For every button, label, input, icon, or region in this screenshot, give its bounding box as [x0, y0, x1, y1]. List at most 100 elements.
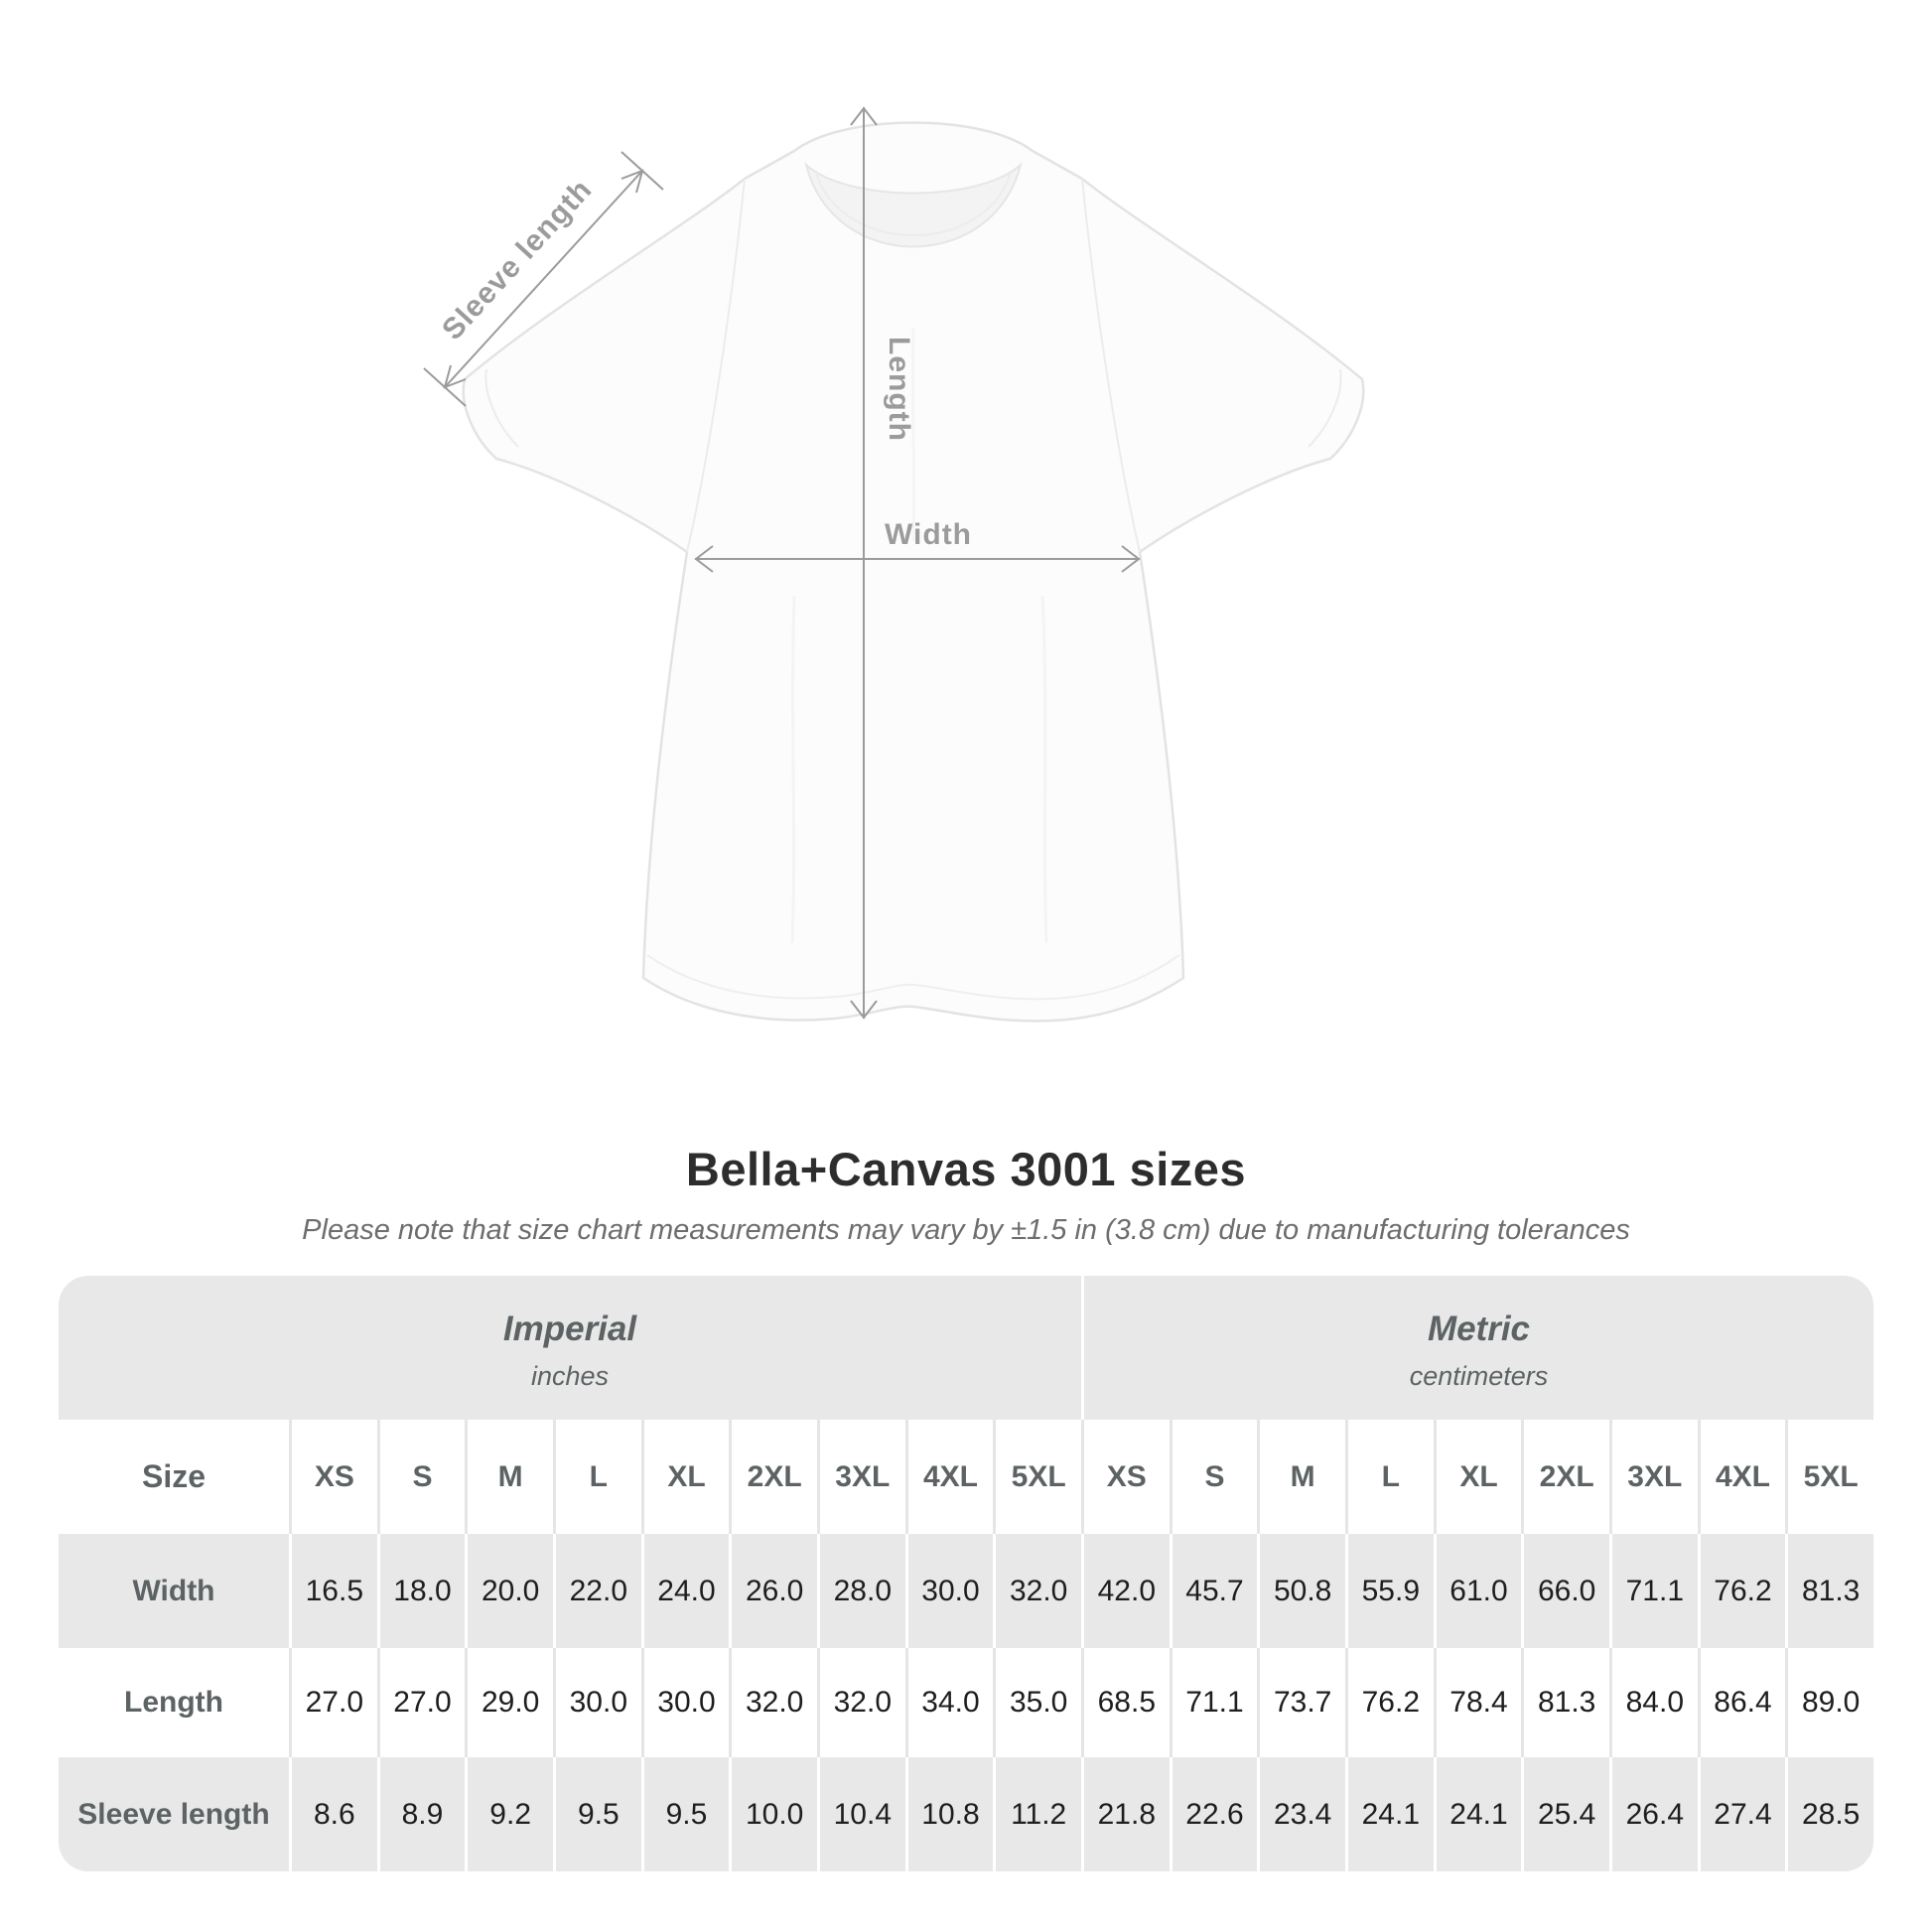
length-label: Length [883, 337, 915, 442]
column-header: XL [1433, 1420, 1522, 1534]
table-cell: 21.8 [1080, 1757, 1170, 1871]
table-cell: 32.0 [816, 1648, 905, 1757]
table-cell: 16.5 [289, 1534, 377, 1648]
table-cell: 9.5 [640, 1757, 730, 1871]
table-cell: 10.8 [904, 1757, 994, 1871]
column-header: 3XL [816, 1420, 905, 1534]
table-cell: 22.6 [1169, 1757, 1258, 1871]
tshirt-body [462, 121, 1365, 1023]
table-cell: 30.0 [640, 1648, 730, 1757]
table-cell: 68.5 [1080, 1648, 1170, 1757]
table-cell: 18.0 [376, 1534, 466, 1648]
table-cell: 76.2 [1697, 1534, 1786, 1648]
sleeve-length-dimension-arrow [423, 151, 664, 407]
metric-unit-band: Metric centimeters [1080, 1276, 1873, 1420]
column-header: L [552, 1420, 641, 1534]
table-cell: 78.4 [1433, 1648, 1522, 1757]
table-cell: 24.0 [640, 1534, 730, 1648]
column-header: M [465, 1420, 553, 1534]
table-cell: 35.0 [993, 1648, 1081, 1757]
table-cell: 86.4 [1697, 1648, 1786, 1757]
table-cell: 71.1 [1169, 1648, 1258, 1757]
row-label-length: Length [59, 1648, 289, 1757]
imperial-unit: inches [530, 1361, 610, 1391]
table-cell: 55.9 [1344, 1534, 1434, 1648]
table-cell: 27.4 [1697, 1757, 1786, 1871]
table-cell: 23.4 [1257, 1757, 1345, 1871]
metric-unit: centimeters [1409, 1361, 1549, 1391]
table-cell: 42.0 [1080, 1534, 1170, 1648]
table-cell: 66.0 [1521, 1534, 1609, 1648]
column-header: 2XL [1521, 1420, 1609, 1534]
table-cell: 28.5 [1785, 1757, 1873, 1871]
row-label-sleeve-length: Sleeve length [59, 1757, 289, 1871]
tshirt-measurement-diagram: Sleeve length Length Width [423, 106, 1365, 1023]
table-cell: 22.0 [552, 1534, 641, 1648]
column-header: S [376, 1420, 466, 1534]
table-cell: 8.6 [289, 1757, 377, 1871]
column-header: 4XL [904, 1420, 994, 1534]
column-header: 5XL [1785, 1420, 1873, 1534]
table-cell: 32.0 [993, 1534, 1081, 1648]
table-cell: 10.4 [816, 1757, 905, 1871]
table-cell: 30.0 [904, 1534, 994, 1648]
tshirt-neck-opening [804, 162, 1023, 248]
column-header: 3XL [1608, 1420, 1698, 1534]
length-dimension-arrow [850, 106, 878, 1020]
tshirt-right-sleeve-seam [1081, 178, 1141, 553]
table-cell: 11.2 [993, 1757, 1081, 1871]
table-cell: 81.3 [1785, 1534, 1873, 1648]
tshirt-collar-ribbing [815, 172, 1012, 236]
table-cell: 26.0 [729, 1534, 817, 1648]
table-cell: 9.5 [552, 1757, 641, 1871]
table-cell: 25.4 [1521, 1757, 1609, 1871]
table-cell: 71.1 [1608, 1534, 1698, 1648]
column-header: XS [289, 1420, 377, 1534]
imperial-label: Imperial [502, 1310, 637, 1348]
width-dimension-arrow [694, 545, 1141, 573]
size-table: Imperial inches Metric centimeters Size … [59, 1276, 1873, 1871]
size-column-header: Size [59, 1420, 289, 1534]
tshirt-illustration [462, 121, 1365, 1023]
table-cell: 50.8 [1257, 1534, 1345, 1648]
column-header: XL [640, 1420, 730, 1534]
width-label: Width [885, 518, 972, 551]
tshirt-left-cuff-hem [484, 368, 519, 448]
table-cell: 45.7 [1169, 1534, 1258, 1648]
row-label-width: Width [59, 1534, 289, 1648]
table-cell: 24.1 [1433, 1757, 1522, 1871]
table-cell: 8.9 [376, 1757, 466, 1871]
tshirt-wrinkle [910, 327, 916, 542]
tshirt-wrinkle [1040, 595, 1048, 944]
tshirt-hem-stitch [646, 954, 1180, 1001]
column-header: 2XL [729, 1420, 817, 1534]
imperial-unit-band: Imperial inches [59, 1276, 1081, 1420]
tshirt-left-sleeve-seam [686, 178, 746, 553]
column-header: 4XL [1697, 1420, 1786, 1534]
column-header: M [1257, 1420, 1345, 1534]
table-cell: 30.0 [552, 1648, 641, 1757]
table-cell: 81.3 [1521, 1648, 1609, 1757]
table-cell: 73.7 [1257, 1648, 1345, 1757]
title-block: Bella+Canvas 3001 sizes Please note that… [0, 1142, 1932, 1247]
table-cell: 28.0 [816, 1534, 905, 1648]
table-cell: 24.1 [1344, 1757, 1434, 1871]
tshirt-right-cuff-hem [1308, 368, 1342, 448]
table-cell: 61.0 [1433, 1534, 1522, 1648]
table-cell: 34.0 [904, 1648, 994, 1757]
column-header: S [1169, 1420, 1258, 1534]
table-cell: 27.0 [376, 1648, 466, 1757]
table-cell: 20.0 [465, 1534, 553, 1648]
column-header: 5XL [993, 1420, 1081, 1534]
table-cell: 76.2 [1344, 1648, 1434, 1757]
table-cell: 84.0 [1608, 1648, 1698, 1757]
table-cell: 9.2 [465, 1757, 553, 1871]
tshirt-wrinkle [790, 595, 796, 944]
table-cell: 27.0 [289, 1648, 377, 1757]
page-title: Bella+Canvas 3001 sizes [685, 1143, 1247, 1195]
table-cell: 29.0 [465, 1648, 553, 1757]
table-cell: 89.0 [1785, 1648, 1873, 1757]
table-cell: 10.0 [729, 1757, 817, 1871]
table-cell: 32.0 [729, 1648, 817, 1757]
table-cell: 26.4 [1608, 1757, 1698, 1871]
